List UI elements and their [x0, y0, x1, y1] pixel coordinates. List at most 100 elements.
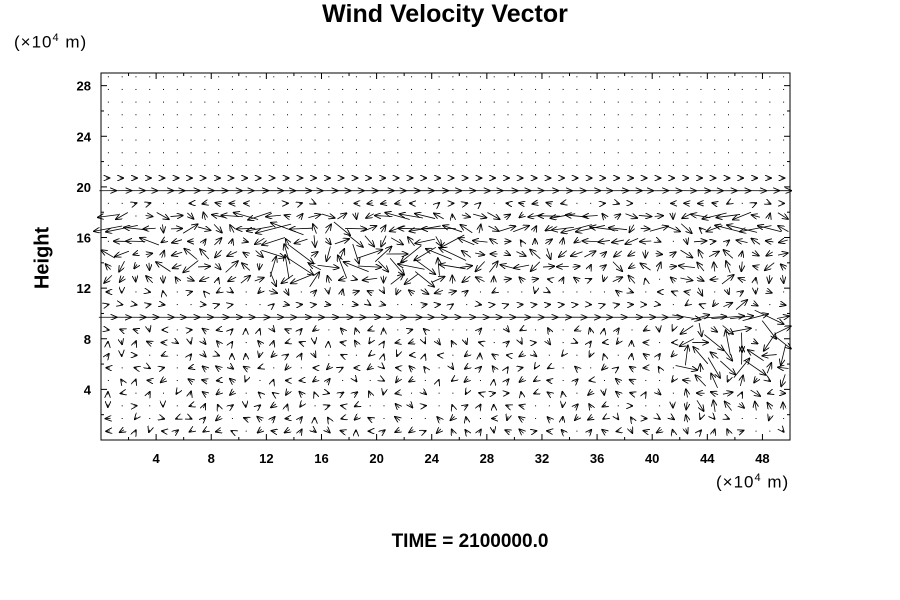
vector-arrow — [473, 214, 487, 218]
vector-arrow — [768, 203, 771, 204]
vector-arrow — [147, 341, 152, 343]
vector-arrow — [240, 275, 251, 284]
vector-arrow — [337, 213, 346, 220]
vector-arrow — [547, 380, 551, 381]
vector-arrow — [313, 203, 316, 204]
vector-arrow — [161, 240, 165, 243]
vector-arrow — [204, 291, 205, 293]
vector-arrow — [727, 289, 729, 294]
vector-arrow — [513, 265, 530, 268]
vector-arrow — [583, 215, 598, 216]
vector-arrow — [309, 272, 320, 287]
vector-arrow — [200, 249, 210, 260]
vector-arrow — [507, 367, 508, 369]
vector-arrow — [414, 271, 434, 287]
vector-arrow — [616, 391, 620, 395]
vector-arrow — [313, 379, 317, 382]
vector-arrow — [381, 235, 387, 247]
vector-arrow — [213, 224, 222, 233]
vector-arrow — [243, 252, 248, 255]
vector-arrow — [424, 367, 426, 370]
vector-field — [94, 76, 792, 434]
vector-arrow — [172, 265, 182, 269]
vector-arrow — [630, 393, 634, 394]
vector-arrow — [753, 341, 758, 343]
vector-arrow — [243, 366, 248, 369]
vector-arrow — [629, 265, 635, 269]
vector-arrow — [261, 249, 285, 257]
vector-arrow — [244, 418, 248, 420]
vector-arrow — [385, 213, 410, 220]
vector-arrow — [259, 329, 260, 332]
vector-arrow — [519, 354, 524, 357]
vector-arrow — [383, 391, 384, 395]
vector-arrow — [149, 328, 150, 332]
vector-arrow — [321, 214, 335, 218]
vector-arrow — [452, 405, 453, 407]
vector-arrow — [727, 429, 729, 434]
vector-arrow — [217, 355, 220, 356]
vector-arrow — [285, 289, 289, 296]
vector-arrow — [680, 249, 693, 258]
vector-arrow — [438, 258, 440, 276]
vector-arrow — [202, 328, 206, 331]
vector-arrow — [134, 304, 137, 305]
vector-arrow — [778, 226, 789, 232]
vector-arrow — [162, 224, 163, 232]
vector-arrow — [175, 430, 179, 433]
vector-arrow — [479, 203, 481, 205]
vector-arrow — [107, 330, 110, 331]
vector-arrow — [643, 329, 647, 331]
vector-arrow — [341, 289, 342, 295]
vector-arrow — [341, 392, 344, 394]
vector-arrow — [493, 429, 494, 433]
vector-arrow — [272, 417, 275, 421]
vector-arrow — [575, 379, 578, 382]
vector-arrow — [475, 261, 485, 272]
vector-arrow — [590, 328, 591, 332]
vector-arrow — [755, 277, 756, 281]
vector-arrow — [230, 391, 235, 395]
vector-arrow — [341, 406, 344, 407]
vector-arrow — [285, 342, 289, 343]
vector-arrow — [435, 236, 442, 246]
vector-arrow — [146, 253, 153, 254]
vector-arrow — [369, 341, 371, 343]
vector-arrow — [362, 278, 378, 280]
vector-arrow — [314, 353, 316, 358]
vector-arrow — [558, 250, 568, 257]
vector-arrow — [257, 429, 261, 433]
vector-arrow — [505, 253, 511, 256]
vector-arrow — [369, 391, 371, 395]
vector-arrow — [733, 358, 750, 378]
vector-arrow — [436, 429, 440, 433]
vector-arrow — [506, 379, 509, 382]
vector-arrow — [462, 275, 471, 282]
vector-arrow — [576, 225, 605, 231]
vector-arrow — [617, 367, 619, 368]
y-tick-label: 12 — [77, 281, 91, 296]
vector-arrow — [230, 225, 234, 233]
vector-arrow — [533, 354, 536, 357]
vector-arrow — [680, 223, 692, 234]
vector-arrow — [726, 240, 729, 243]
vector-arrow — [533, 431, 536, 432]
vector-arrow — [341, 355, 344, 356]
vector-arrow — [286, 404, 287, 407]
vector-arrow — [134, 203, 137, 204]
vector-arrow — [326, 246, 330, 261]
y-unit-exponent: 4 — [52, 32, 60, 44]
vector-arrow — [722, 392, 733, 394]
vector-arrow — [230, 291, 233, 293]
vector-arrow — [739, 403, 744, 408]
vector-arrow — [532, 279, 539, 280]
vector-arrow — [299, 417, 302, 421]
vector-arrow — [439, 264, 466, 270]
x-tick-label: 36 — [590, 451, 604, 466]
vector-arrow — [519, 405, 523, 406]
vector-arrow — [757, 226, 782, 233]
vector-arrow — [640, 228, 650, 229]
vector-arrow — [203, 353, 206, 356]
vector-arrow — [575, 342, 578, 343]
